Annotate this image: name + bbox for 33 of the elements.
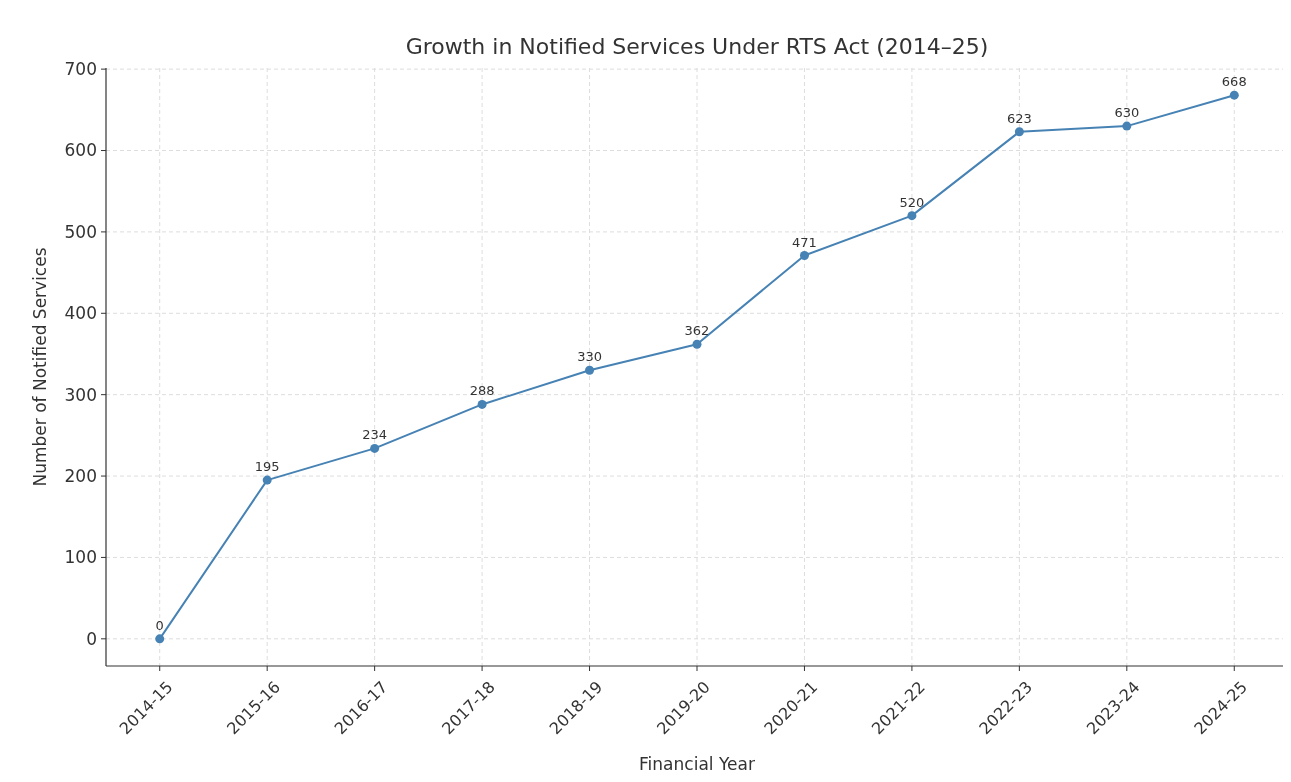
point: [262, 475, 272, 485]
point: [1122, 121, 1132, 131]
y-tick-label: 200: [64, 466, 97, 486]
y-tick-label: 600: [64, 140, 97, 161]
y-tick-label: 100: [64, 547, 97, 568]
y-tick-label: 500: [64, 221, 97, 242]
point: [692, 339, 702, 349]
data-label: 0: [155, 617, 164, 633]
point: [1229, 90, 1239, 100]
x-axis-title: Financial Year: [639, 754, 755, 774]
data-label: 623: [1006, 110, 1032, 126]
point: [155, 634, 165, 644]
data-label: 520: [899, 194, 925, 210]
data-label: 195: [254, 459, 280, 475]
y-tick-label: 400: [64, 303, 97, 324]
point: [370, 443, 380, 453]
y-tick-label: 300: [64, 384, 97, 405]
data-label: 668: [1221, 74, 1247, 90]
data-label: 330: [577, 349, 602, 365]
data-label: 471: [792, 234, 817, 250]
point: [477, 399, 487, 409]
data-label: 288: [469, 383, 495, 399]
data-label: 630: [1114, 105, 1140, 121]
y-tick-label: 700: [64, 59, 97, 80]
data-label: 362: [684, 323, 710, 339]
point: [799, 251, 809, 261]
point: [1014, 127, 1024, 137]
y-axis-title: Number of Notified Services: [30, 247, 50, 487]
data-label: 234: [362, 427, 388, 443]
chart-title: Growth in Notified Services Under RTS Act (2014–25): [405, 34, 989, 59]
point: [907, 211, 917, 221]
point: [585, 365, 595, 375]
y-tick-label: 0: [86, 628, 97, 649]
